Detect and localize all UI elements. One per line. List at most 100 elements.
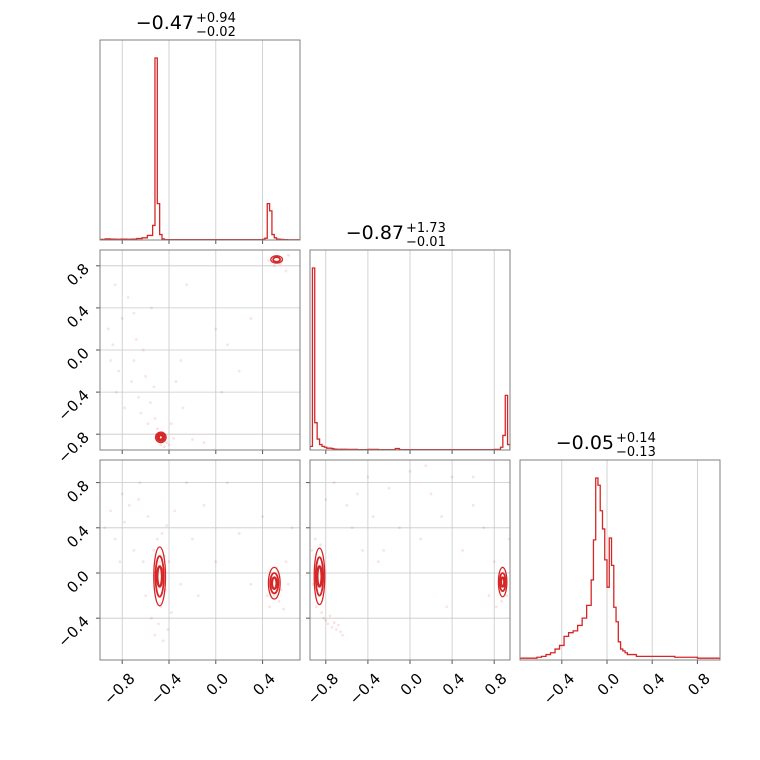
panel-frame <box>99 249 301 451</box>
sample-point <box>157 622 160 626</box>
sample-point <box>382 548 386 552</box>
sample-point <box>494 605 498 609</box>
sample-point <box>492 560 496 564</box>
sample-point <box>190 438 194 441</box>
contour-level <box>156 432 166 443</box>
sample-point <box>132 359 136 362</box>
panel-content <box>103 481 294 643</box>
sample-point <box>328 614 332 618</box>
contour-level <box>154 555 165 598</box>
contour-level <box>316 565 323 588</box>
contour-level <box>498 572 507 592</box>
param-title-1: −0.87 <box>346 222 404 244</box>
sample-point <box>196 594 200 597</box>
param-minus-1: −0.01 <box>406 235 446 250</box>
sample-point <box>144 594 148 597</box>
y-tick-label-2: 0.4 <box>63 522 93 552</box>
contour-level <box>313 547 326 606</box>
param-plus-0: +0.94 <box>196 11 236 26</box>
sample-point <box>181 406 185 410</box>
sample-point <box>334 628 338 631</box>
sample-point <box>419 537 422 541</box>
sample-point <box>103 526 107 530</box>
sample-point <box>482 526 486 530</box>
x-tick-label-2: 0.4 <box>639 670 669 700</box>
sample-point <box>249 317 253 320</box>
x-tick-label-1: −0.8 <box>304 670 342 708</box>
sample-point <box>162 445 166 449</box>
sample-point <box>185 481 188 484</box>
sample-point <box>148 401 152 405</box>
sample-point <box>118 560 122 564</box>
param-minus-2: −0.13 <box>616 445 656 460</box>
sample-point <box>179 582 183 586</box>
sample-point <box>450 475 454 479</box>
sample-point <box>429 492 433 496</box>
y-tick-label-1: −0.4 <box>54 386 92 424</box>
sample-point <box>361 548 365 552</box>
sample-point <box>398 526 401 530</box>
x-tick-label-1: 0.4 <box>439 670 469 700</box>
sample-point <box>114 390 118 394</box>
sample-point <box>277 599 281 603</box>
panel-frame <box>309 459 511 661</box>
sample-point <box>153 633 157 637</box>
y-tick-label-2: 0.0 <box>63 567 93 597</box>
sample-point <box>313 537 317 541</box>
sample-point <box>387 486 391 490</box>
sample-point <box>146 515 150 518</box>
sample-point <box>345 503 349 507</box>
sample-point <box>319 543 322 547</box>
sample-point <box>139 411 143 415</box>
x-tick-label-0: 0.0 <box>203 670 233 700</box>
sample-point <box>132 548 136 552</box>
contour-level <box>154 431 167 444</box>
sample-point <box>461 548 465 552</box>
sample-point <box>471 503 475 507</box>
contour-level <box>497 566 508 598</box>
y-tick-label-1: 0.8 <box>63 260 93 290</box>
sample-point <box>220 390 224 394</box>
sample-point <box>320 611 323 614</box>
panel-1-2 <box>306 459 511 664</box>
y-tick-label-2: −0.4 <box>54 612 92 650</box>
sample-point <box>366 475 370 479</box>
x-tick-label-0: −0.4 <box>147 670 185 708</box>
sample-point <box>138 481 142 484</box>
sample-point <box>106 327 110 331</box>
sample-point <box>165 441 169 445</box>
sample-point <box>500 599 503 603</box>
sample-point <box>185 283 188 287</box>
x-tick-label-1: 0.0 <box>397 670 427 700</box>
sample-point <box>169 422 173 426</box>
sample-point <box>159 443 163 447</box>
sample-point <box>127 503 131 507</box>
sample-point <box>471 475 475 479</box>
contour-level <box>272 256 282 263</box>
sample-point <box>440 515 443 518</box>
sample-point <box>169 611 173 614</box>
y-tick-label-1: −0.8 <box>54 428 92 466</box>
y-tick-label-1: 0.0 <box>63 344 93 374</box>
sample-point <box>130 380 133 383</box>
sample-point <box>120 317 124 320</box>
sample-point <box>150 306 153 310</box>
sample-point <box>161 639 165 643</box>
sample-point <box>371 515 375 518</box>
sample-point <box>141 560 145 564</box>
sample-point <box>249 582 253 586</box>
contour-level <box>267 566 281 600</box>
sample-point <box>286 253 290 257</box>
sample-point <box>144 374 148 378</box>
sample-point <box>272 594 276 597</box>
sample-point <box>350 526 354 530</box>
sample-point <box>237 532 241 535</box>
sample-point <box>326 622 330 626</box>
sample-point <box>111 343 115 347</box>
x-tick-label-1: 0.8 <box>481 670 511 700</box>
contour-level <box>270 576 278 590</box>
sample-point <box>109 359 112 362</box>
sample-point <box>355 492 359 496</box>
sample-point <box>332 621 336 625</box>
